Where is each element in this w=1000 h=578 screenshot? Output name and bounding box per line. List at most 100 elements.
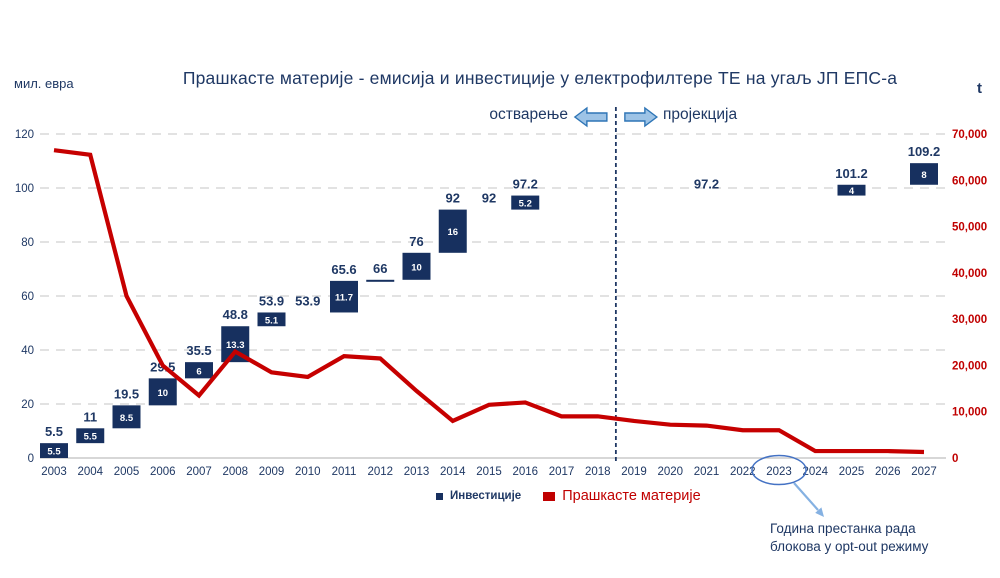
bar-total-label-2014: 92 xyxy=(446,191,460,206)
x-tick-2011: 2011 xyxy=(332,466,357,478)
investment-bar-2007 xyxy=(185,362,213,379)
particulates-swatch-icon xyxy=(543,491,556,501)
left-axis-tick-100: 100 xyxy=(15,183,34,195)
callout-arrowhead-icon xyxy=(815,507,824,517)
bar-delta-label-2007: 6 xyxy=(196,366,201,377)
x-tick-2021: 2021 xyxy=(694,466,720,478)
right-axis-tick-50000: 50,000 xyxy=(952,222,987,234)
bar-delta-label-2014: 16 xyxy=(447,227,458,238)
x-tick-2009: 2009 xyxy=(259,466,285,478)
investment-bar-2004 xyxy=(76,428,105,444)
x-tick-2018: 2018 xyxy=(585,466,611,478)
x-tick-2020: 2020 xyxy=(657,466,683,478)
particulates-legend-label: Прашкасте материје xyxy=(562,488,701,504)
investment-bar-2006 xyxy=(148,378,177,406)
bar-total-label-2025: 101.2 xyxy=(835,166,868,181)
investment-bar-2011 xyxy=(330,280,358,313)
chart-title: Прашкасте материје - емисија и инвестици… xyxy=(182,68,898,88)
bar-total-label-2010: 53.9 xyxy=(295,293,320,308)
investment-bar-2027 xyxy=(910,163,938,185)
x-tick-2015: 2015 xyxy=(476,466,502,478)
x-tick-2023: 2023 xyxy=(766,466,792,478)
investment-bar-2014 xyxy=(438,209,467,253)
x-tick-2005: 2005 xyxy=(114,466,140,478)
x-tick-2012: 2012 xyxy=(367,466,393,478)
right-axis-tick-70000: 70,000 xyxy=(952,129,987,141)
particulates-line-series xyxy=(53,148,925,455)
left-axis-tick-60: 60 xyxy=(21,291,34,303)
x-tick-2003: 2003 xyxy=(41,466,67,478)
x-tick-2027: 2027 xyxy=(911,466,937,478)
bar-delta-label-2006: 10 xyxy=(157,388,168,399)
investment-bar-2009 xyxy=(257,312,286,327)
x-tick-2010: 2010 xyxy=(295,466,321,478)
legend-item-particulates: Прашкасте материје xyxy=(543,488,701,504)
left-axis-unit: мил. евра xyxy=(14,76,74,91)
right-axis-tick-60000: 60,000 xyxy=(952,175,987,187)
x-tick-2004: 2004 xyxy=(77,466,103,478)
x-tick-2017: 2017 xyxy=(549,466,575,478)
optout-annotation: Година престанка рада блокова у opt-out … xyxy=(770,520,928,556)
investments-legend-label: Инвестиције xyxy=(450,490,522,502)
left-axis-tick-20: 20 xyxy=(21,399,34,411)
left-axis-tick-40: 40 xyxy=(21,345,34,357)
circled-year-marker xyxy=(751,454,807,486)
bar-total-label-2015: 92 xyxy=(482,191,496,206)
investment-bar-2016 xyxy=(511,195,540,210)
phase-label-realization: остварење xyxy=(489,106,568,123)
bar-delta-label-2004: 5.5 xyxy=(84,432,98,443)
x-tick-2016: 2016 xyxy=(512,466,538,478)
x-tick-2006: 2006 xyxy=(150,466,176,478)
bar-delta-label-2005: 8.5 xyxy=(120,413,134,424)
left-axis-tick-80: 80 xyxy=(21,237,34,249)
investment-bar-2003 xyxy=(40,443,68,458)
x-tick-2025: 2025 xyxy=(839,466,865,478)
x-tick-2007: 2007 xyxy=(186,466,212,478)
right-axis-tick-40000: 40,000 xyxy=(952,268,987,280)
right-axis-tick-30000: 30,000 xyxy=(952,314,987,326)
bar-delta-label-2009: 5.1 xyxy=(265,315,279,326)
annotation-line-2: блокова у opt-out режиму xyxy=(770,538,929,554)
left-block-arrow-icon xyxy=(573,106,608,128)
x-tick-2014: 2014 xyxy=(440,466,466,478)
bar-total-label-2004: 11 xyxy=(83,409,97,424)
bar-delta-label-2016: 5.2 xyxy=(519,199,532,210)
left-axis-tick-0: 0 xyxy=(28,453,34,465)
right-axis-tick-10000: 10,000 xyxy=(952,407,987,419)
bar-total-label-2003: 5.5 xyxy=(45,424,63,439)
annotation-line-1: Година престанка рада xyxy=(770,521,916,536)
investment-bar-2012 xyxy=(366,279,395,282)
bar-total-label-2021: 97.2 xyxy=(694,177,719,192)
bar-delta-label-2003: 5.5 xyxy=(47,447,61,458)
investments-swatch-icon xyxy=(436,492,443,500)
right-axis-tick-0: 0 xyxy=(952,453,958,465)
investment-bar-2005 xyxy=(112,405,141,429)
bar-delta-label-2008: 13.3 xyxy=(226,340,245,351)
x-tick-2008: 2008 xyxy=(222,466,248,478)
right-block-arrow-icon xyxy=(624,106,659,128)
bar-total-label-2027: 109.2 xyxy=(908,144,941,159)
right-axis-unit: t xyxy=(977,80,982,97)
bar-total-label-2007: 35.5 xyxy=(186,343,211,358)
left-axis-tick-120: 120 xyxy=(15,129,34,141)
x-tick-2026: 2026 xyxy=(875,466,901,478)
bar-delta-label-2027: 8 xyxy=(921,170,926,181)
legend-item-investments: Инвестиције xyxy=(436,490,521,502)
bar-total-label-2009: 53.9 xyxy=(259,293,284,308)
legend: Инвестиције Прашкасте материје xyxy=(436,488,701,504)
investment-bar-2025 xyxy=(837,184,866,196)
right-axis-tick-20000: 20,000 xyxy=(952,360,987,372)
phase-label-projection: пројекција xyxy=(663,106,738,123)
callout-arrow-line xyxy=(793,482,819,511)
x-tick-2013: 2013 xyxy=(404,466,430,478)
x-tick-2022: 2022 xyxy=(730,466,756,478)
investment-bar-2013 xyxy=(402,252,431,280)
bar-delta-label-2011: 11.7 xyxy=(335,293,353,304)
bar-total-label-2005: 19.5 xyxy=(114,386,139,401)
bar-total-label-2008: 48.8 xyxy=(223,307,248,322)
bar-total-label-2011: 65.6 xyxy=(331,262,356,277)
bar-total-label-2012: 66 xyxy=(373,261,387,276)
bar-delta-label-2013: 10 xyxy=(411,262,422,273)
